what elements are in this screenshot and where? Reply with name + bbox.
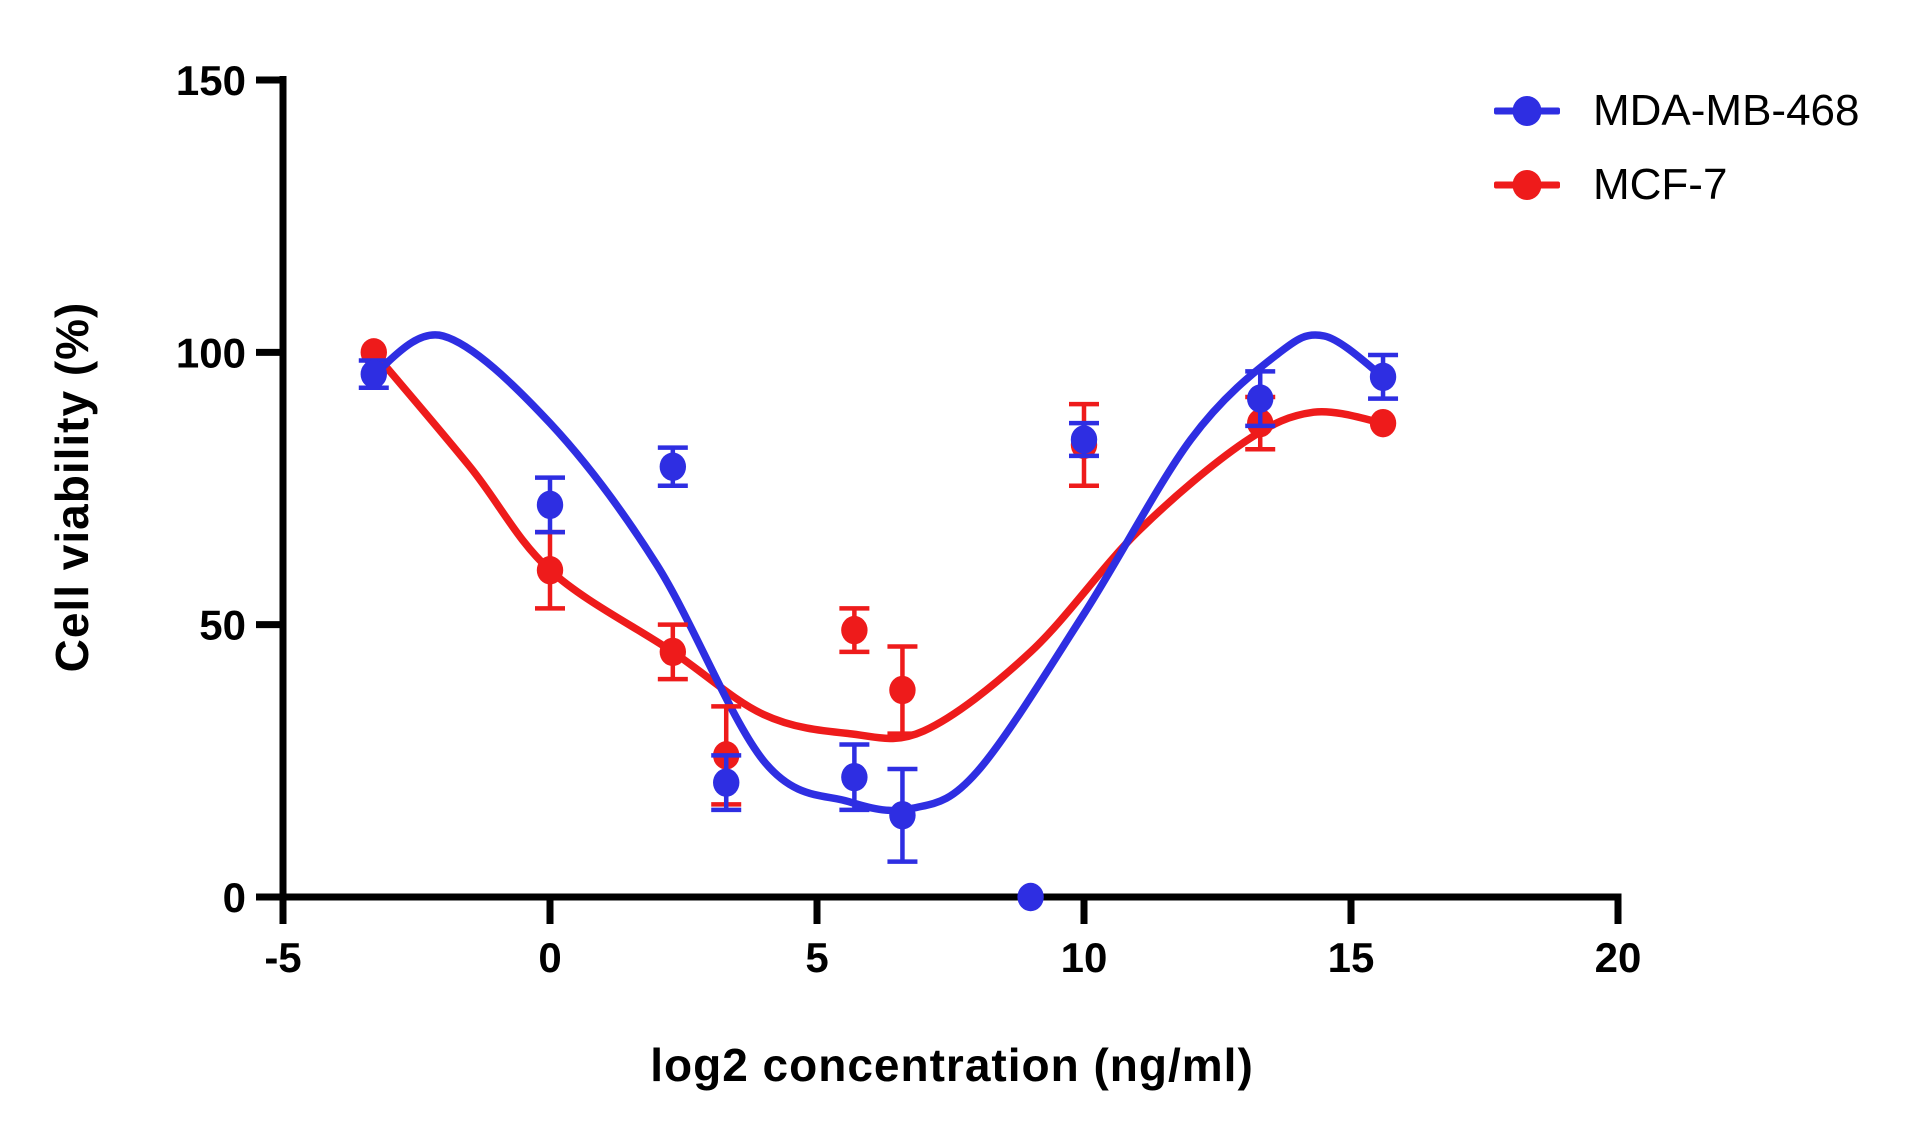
data-point-mda-mb-468 xyxy=(1070,425,1098,454)
data-point-mda-mb-468 xyxy=(1247,384,1274,413)
data-point-mcf-7 xyxy=(1369,408,1397,438)
legend-dot-icon xyxy=(1512,170,1542,200)
data-point-mda-mb-468 xyxy=(360,359,387,389)
data-point-mcf-7 xyxy=(659,637,687,667)
legend-row-mcf-7: MCF-7 xyxy=(1494,156,1860,214)
data-point-mda-mb-468 xyxy=(536,490,564,520)
y-tick-label: 100 xyxy=(176,329,246,376)
data-point-mda-mb-468 xyxy=(1369,362,1397,392)
y-tick-label: 50 xyxy=(199,602,246,649)
legend-label-mda-mb-468: MDA-MB-468 xyxy=(1593,86,1860,135)
y-tick-label: 150 xyxy=(176,57,246,104)
x-axis-title: log2 concentration (ng/ml) xyxy=(650,1039,1254,1091)
y-axis-title: Cell viability (%) xyxy=(46,301,98,673)
y-tick-label: 0 xyxy=(223,874,246,921)
data-point-mcf-7 xyxy=(889,675,916,705)
x-tick-label: 15 xyxy=(1328,934,1375,981)
legend-dot-icon xyxy=(1512,96,1542,126)
legend-row-mda-mb-468: MDA-MB-468 xyxy=(1494,82,1860,140)
data-point-mcf-7 xyxy=(536,556,564,585)
data-point-mda-mb-468 xyxy=(889,801,916,830)
legend: MDA-MB-468 MCF-7 xyxy=(1494,82,1860,214)
data-point-mda-mb-468 xyxy=(713,768,740,797)
data-point-mda-mb-468 xyxy=(659,452,687,481)
data-point-mcf-7 xyxy=(841,615,868,645)
data-point-mda-mb-468 xyxy=(1017,882,1044,912)
fit-curve-mcf-7 xyxy=(370,348,1387,743)
x-tick-label: 5 xyxy=(805,934,828,981)
x-tick-label: -5 xyxy=(264,934,301,981)
x-tick-label: 0 xyxy=(538,934,561,981)
legend-label-mcf-7: MCF-7 xyxy=(1593,160,1728,209)
x-tick-label: 10 xyxy=(1061,934,1108,981)
data-point-mda-mb-468 xyxy=(841,762,868,792)
x-tick-label: 20 xyxy=(1595,934,1642,981)
legend-marker-red xyxy=(1494,170,1560,200)
legend-marker-blue xyxy=(1494,96,1560,126)
